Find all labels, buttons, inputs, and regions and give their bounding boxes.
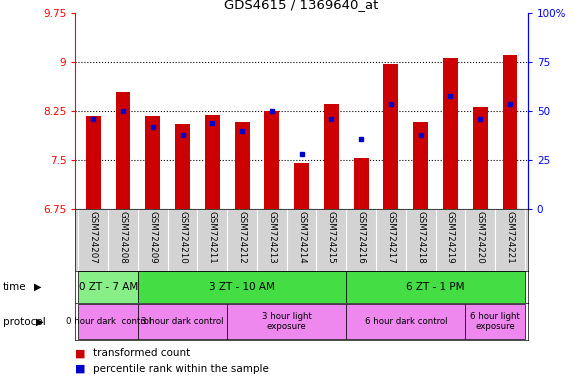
Text: GSM724212: GSM724212 bbox=[238, 211, 246, 264]
Text: 6 ZT - 1 PM: 6 ZT - 1 PM bbox=[406, 282, 465, 292]
Bar bbox=[294, 163, 309, 209]
Bar bbox=[138, 304, 227, 339]
Bar bbox=[443, 58, 458, 209]
Text: GSM724209: GSM724209 bbox=[148, 211, 157, 264]
Bar bbox=[205, 115, 220, 209]
Bar bbox=[78, 304, 138, 339]
Bar bbox=[324, 104, 339, 209]
Bar bbox=[227, 304, 346, 339]
Bar bbox=[502, 55, 517, 209]
Text: ■: ■ bbox=[75, 348, 86, 358]
Text: 6 hour light
exposure: 6 hour light exposure bbox=[470, 312, 520, 331]
Text: GSM724218: GSM724218 bbox=[416, 211, 425, 264]
Text: ■: ■ bbox=[75, 364, 86, 374]
Text: protocol: protocol bbox=[3, 316, 46, 327]
Bar bbox=[346, 304, 465, 339]
Text: GSM724221: GSM724221 bbox=[505, 211, 514, 264]
Text: ▶: ▶ bbox=[36, 316, 43, 327]
Text: GSM724216: GSM724216 bbox=[357, 211, 365, 264]
Bar bbox=[465, 304, 525, 339]
Bar bbox=[146, 116, 160, 209]
Bar bbox=[115, 92, 130, 209]
Text: GSM724207: GSM724207 bbox=[89, 211, 98, 264]
Bar bbox=[354, 158, 368, 209]
Bar bbox=[138, 271, 346, 303]
Bar bbox=[235, 122, 249, 209]
Text: GSM724215: GSM724215 bbox=[327, 211, 336, 264]
Text: 3 ZT - 10 AM: 3 ZT - 10 AM bbox=[209, 282, 275, 292]
Bar bbox=[264, 111, 280, 209]
Bar bbox=[175, 124, 190, 209]
Text: transformed count: transformed count bbox=[93, 348, 190, 358]
Text: 6 hour dark control: 6 hour dark control bbox=[364, 317, 447, 326]
Text: 3 hour light
exposure: 3 hour light exposure bbox=[262, 312, 311, 331]
Title: GDS4615 / 1369640_at: GDS4615 / 1369640_at bbox=[224, 0, 379, 11]
Bar bbox=[473, 107, 488, 209]
Text: GSM724211: GSM724211 bbox=[208, 211, 217, 264]
Text: GSM724208: GSM724208 bbox=[118, 211, 128, 264]
Bar bbox=[383, 64, 398, 209]
Text: GSM724220: GSM724220 bbox=[476, 211, 485, 264]
Text: time: time bbox=[3, 282, 27, 292]
Text: 0 ZT - 7 AM: 0 ZT - 7 AM bbox=[78, 282, 138, 292]
Text: 0 hour dark  control: 0 hour dark control bbox=[66, 317, 151, 326]
Text: GSM724213: GSM724213 bbox=[267, 211, 276, 264]
Text: GSM724210: GSM724210 bbox=[178, 211, 187, 264]
Text: GSM724217: GSM724217 bbox=[386, 211, 396, 264]
Bar bbox=[86, 116, 101, 209]
Text: percentile rank within the sample: percentile rank within the sample bbox=[93, 364, 269, 374]
Text: ▶: ▶ bbox=[34, 282, 41, 292]
Bar bbox=[413, 122, 428, 209]
Text: GSM724214: GSM724214 bbox=[297, 211, 306, 264]
Bar bbox=[78, 271, 138, 303]
Text: 3 hour dark control: 3 hour dark control bbox=[142, 317, 224, 326]
Bar bbox=[346, 271, 525, 303]
Text: GSM724219: GSM724219 bbox=[446, 211, 455, 264]
